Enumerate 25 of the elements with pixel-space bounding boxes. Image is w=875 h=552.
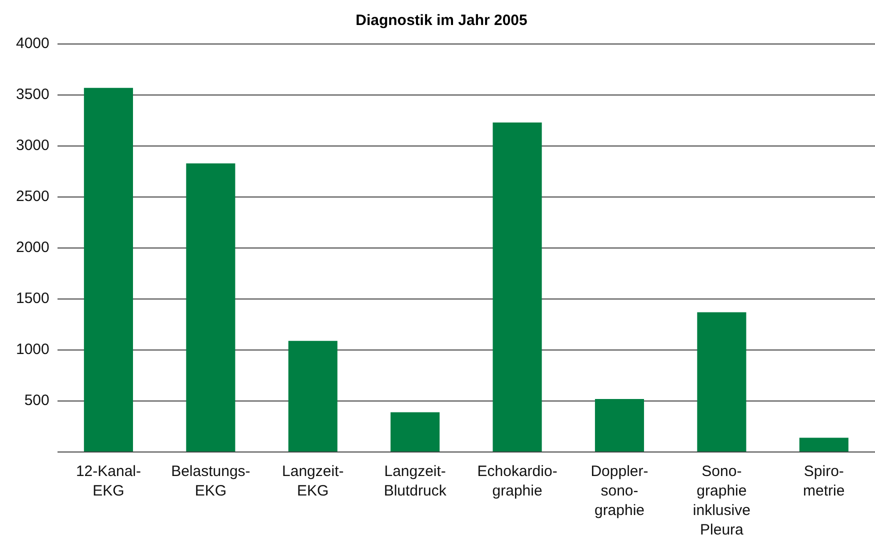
x-tick-label: Langzeit- Blutdruck — [384, 462, 447, 500]
y-tick-label: 500 — [24, 392, 50, 410]
bar — [390, 412, 440, 452]
y-tick-label: 3500 — [16, 86, 50, 104]
bar — [288, 340, 338, 452]
bar — [186, 163, 236, 452]
chart-title: Diagnostik im Jahr 2005 — [356, 12, 528, 30]
bar — [799, 438, 848, 452]
y-tick-label: 4000 — [16, 35, 50, 52]
x-tick-label: 12-Kanal- EKG — [76, 462, 141, 500]
x-tick-label: Doppler- sono- graphie — [590, 462, 648, 519]
x-tick-label: Echokardio- graphie — [477, 462, 558, 500]
x-tick-label: Belastungs- EKG — [171, 462, 250, 500]
bar — [84, 88, 133, 452]
bar — [697, 312, 746, 452]
x-tick-label: Langzeit- EKG — [282, 462, 344, 500]
bar — [594, 398, 644, 452]
y-tick-label: 2000 — [16, 239, 50, 256]
y-tick-label: 1000 — [16, 341, 50, 358]
x-tick-label: Sono- graphie inklusive Pleura — [692, 462, 750, 538]
y-tick-label: 3000 — [16, 137, 50, 154]
x-tick-label: Spiro- metrie — [803, 462, 845, 500]
y-tick-label: 2500 — [16, 188, 50, 206]
bar — [492, 122, 542, 452]
y-tick-label: 1500 — [16, 290, 50, 308]
